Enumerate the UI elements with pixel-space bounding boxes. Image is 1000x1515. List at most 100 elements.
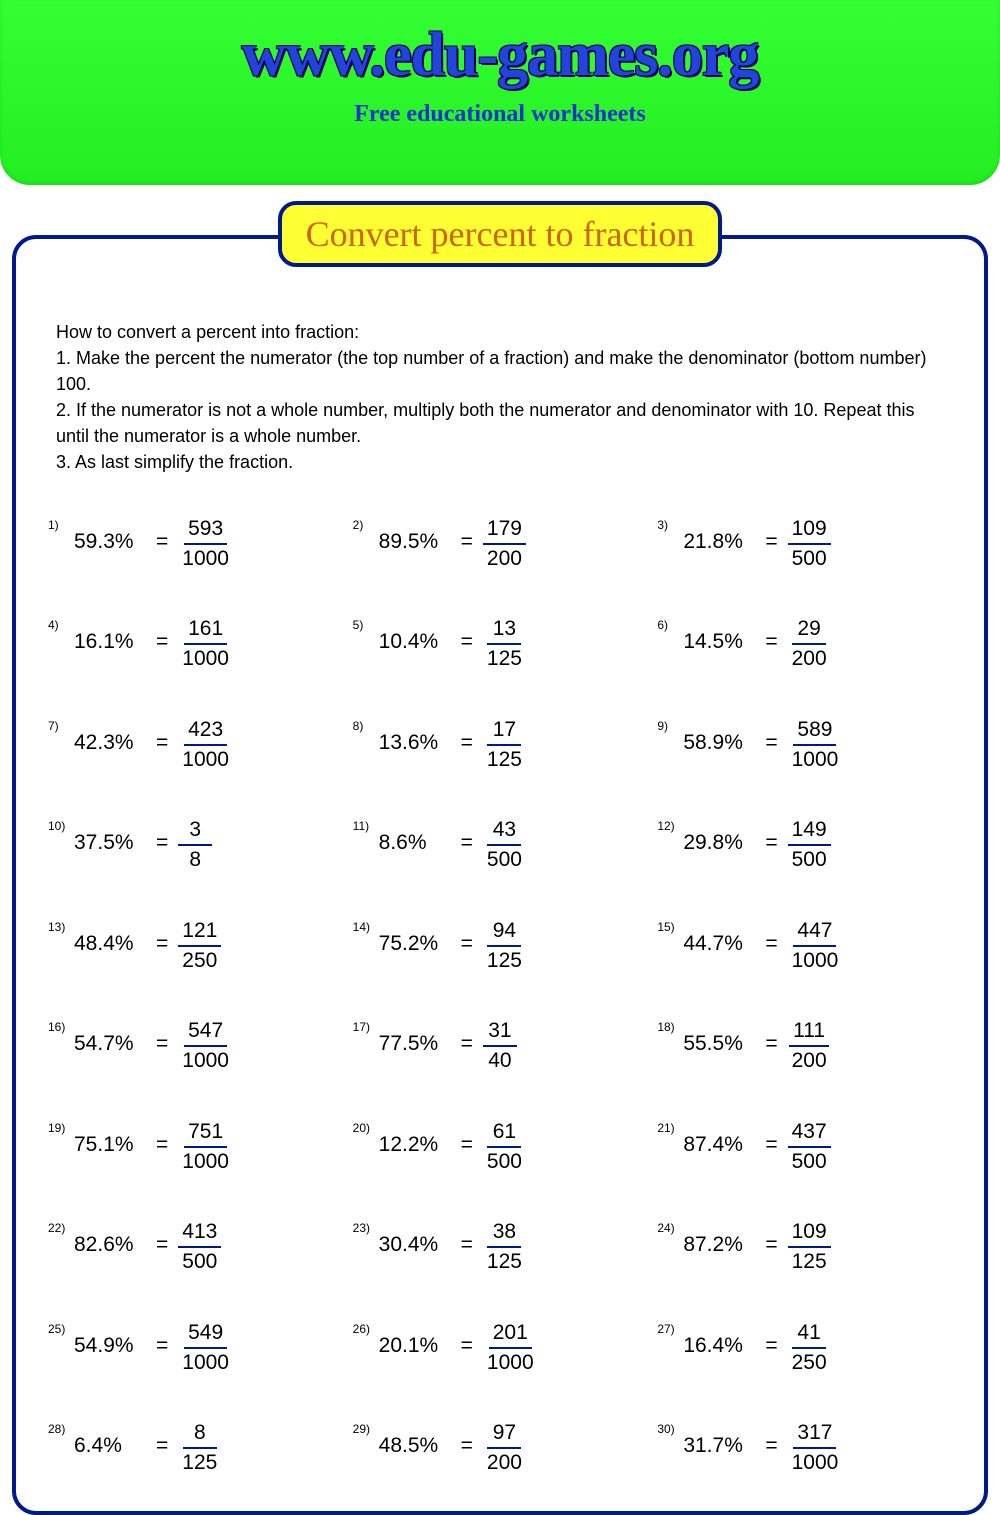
numerator: 161 xyxy=(184,616,227,645)
fraction: 38125 xyxy=(483,1219,526,1276)
equals-sign: = xyxy=(152,817,178,855)
problem-number: 8) xyxy=(353,717,379,733)
equals-sign: = xyxy=(457,918,483,956)
percent-value: 77.5% xyxy=(379,1018,457,1056)
problem-number: 27) xyxy=(657,1320,683,1336)
problem-number: 7) xyxy=(48,717,74,733)
fraction: 121250 xyxy=(178,918,221,975)
problem-number: 10) xyxy=(48,817,74,833)
percent-value: 29.8% xyxy=(683,817,761,855)
problem: 17)77.5%=3140 xyxy=(353,1018,648,1075)
denominator: 200 xyxy=(483,1449,526,1476)
problem: 29)48.5%=97200 xyxy=(353,1420,648,1477)
problem: 6)14.5%=29200 xyxy=(657,616,952,673)
numerator: 8 xyxy=(183,1420,217,1449)
equals-sign: = xyxy=(457,1320,483,1358)
fraction: 2011000 xyxy=(483,1320,538,1377)
numerator: 547 xyxy=(184,1018,227,1047)
percent-value: 16.1% xyxy=(74,616,152,654)
denominator: 500 xyxy=(178,1248,221,1275)
numerator: 111 xyxy=(789,1018,829,1047)
equals-sign: = xyxy=(457,717,483,755)
fraction: 7511000 xyxy=(178,1119,233,1176)
problem-number: 12) xyxy=(657,817,683,833)
problem: 22)82.6%=413500 xyxy=(48,1219,343,1276)
problem: 24)87.2%=109125 xyxy=(657,1219,952,1276)
numerator: 589 xyxy=(793,717,836,746)
fraction: 5891000 xyxy=(788,717,843,774)
fraction: 149500 xyxy=(788,817,831,874)
problem: 10)37.5%=38 xyxy=(48,817,343,874)
percent-value: 8.6% xyxy=(379,817,457,855)
denominator: 250 xyxy=(788,1349,831,1376)
problem: 8)13.6%=17125 xyxy=(353,717,648,774)
equals-sign: = xyxy=(457,1219,483,1257)
percent-value: 13.6% xyxy=(379,717,457,755)
problem-number: 25) xyxy=(48,1320,74,1336)
problem-number: 19) xyxy=(48,1119,74,1135)
problem-number: 24) xyxy=(657,1219,683,1235)
worksheet-frame: How to convert a percent into fraction: … xyxy=(12,235,988,1515)
problem-number: 14) xyxy=(353,918,379,934)
equals-sign: = xyxy=(152,1119,178,1157)
denominator: 1000 xyxy=(178,545,233,572)
percent-value: 55.5% xyxy=(683,1018,761,1056)
percent-value: 10.4% xyxy=(379,616,457,654)
fraction: 109500 xyxy=(788,516,831,573)
numerator: 149 xyxy=(788,817,831,846)
percent-value: 37.5% xyxy=(74,817,152,855)
percent-value: 21.8% xyxy=(683,516,761,554)
percent-value: 44.7% xyxy=(683,918,761,956)
fraction: 97200 xyxy=(483,1420,526,1477)
instructions-intro: How to convert a percent into fraction: xyxy=(56,319,944,345)
equals-sign: = xyxy=(152,1018,178,1056)
problem-number: 18) xyxy=(657,1018,683,1034)
instructions-step3: 3. As last simplify the fraction. xyxy=(56,449,944,475)
instructions-step2: 2. If the numerator is not a whole numbe… xyxy=(56,397,944,449)
problem: 2)89.5%=179200 xyxy=(353,516,648,573)
percent-value: 58.9% xyxy=(683,717,761,755)
fraction: 5491000 xyxy=(178,1320,233,1377)
numerator: 437 xyxy=(788,1119,831,1148)
fraction: 43500 xyxy=(483,817,526,874)
equals-sign: = xyxy=(761,616,787,654)
fraction: 1611000 xyxy=(178,616,233,673)
fraction: 5471000 xyxy=(178,1018,233,1075)
percent-value: 48.4% xyxy=(74,918,152,956)
fraction: 29200 xyxy=(788,616,831,673)
denominator: 1000 xyxy=(483,1349,538,1376)
denominator: 1000 xyxy=(178,1349,233,1376)
percent-value: 54.7% xyxy=(74,1018,152,1056)
problem: 26)20.1%=2011000 xyxy=(353,1320,648,1377)
denominator: 40 xyxy=(484,1047,515,1074)
problem-number: 23) xyxy=(353,1219,379,1235)
numerator: 109 xyxy=(788,516,831,545)
numerator: 31 xyxy=(483,1018,517,1047)
percent-value: 20.1% xyxy=(379,1320,457,1358)
denominator: 1000 xyxy=(178,1047,233,1074)
problem-number: 6) xyxy=(657,616,683,632)
numerator: 29 xyxy=(792,616,826,645)
site-subtitle: Free educational worksheets xyxy=(0,101,1000,128)
numerator: 41 xyxy=(792,1320,826,1349)
worksheet-title-wrap: Convert percent to fraction xyxy=(0,183,1000,249)
problem: 16)54.7%=5471000 xyxy=(48,1018,343,1075)
numerator: 593 xyxy=(184,516,227,545)
equals-sign: = xyxy=(457,1119,483,1157)
denominator: 125 xyxy=(788,1248,831,1275)
equals-sign: = xyxy=(457,1420,483,1458)
problem: 27)16.4%=41250 xyxy=(657,1320,952,1377)
fraction: 413500 xyxy=(178,1219,221,1276)
percent-value: 54.9% xyxy=(74,1320,152,1358)
equals-sign: = xyxy=(761,918,787,956)
numerator: 94 xyxy=(487,918,521,947)
denominator: 200 xyxy=(788,645,831,672)
problem: 13)48.4%=121250 xyxy=(48,918,343,975)
numerator: 447 xyxy=(793,918,836,947)
numerator: 121 xyxy=(178,918,221,947)
problem-number: 21) xyxy=(657,1119,683,1135)
problem-number: 22) xyxy=(48,1219,74,1235)
denominator: 1000 xyxy=(788,746,843,773)
equals-sign: = xyxy=(761,516,787,554)
fraction: 3171000 xyxy=(788,1420,843,1477)
